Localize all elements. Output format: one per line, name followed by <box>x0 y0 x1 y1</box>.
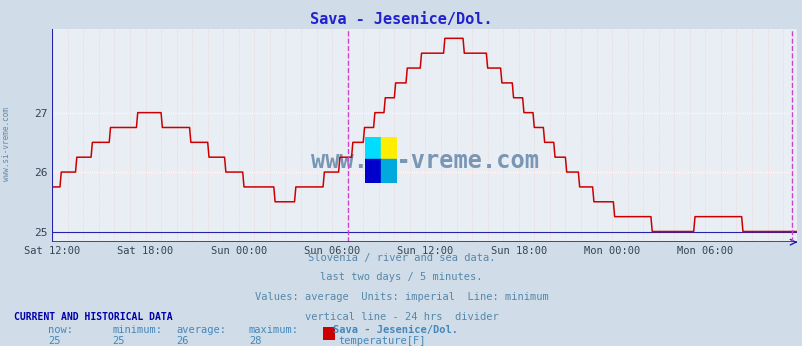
Text: www.si-vreme.com: www.si-vreme.com <box>310 149 538 173</box>
Text: vertical line - 24 hrs  divider: vertical line - 24 hrs divider <box>304 312 498 322</box>
Text: temperature[F]: temperature[F] <box>338 336 426 346</box>
Text: www.si-vreme.com: www.si-vreme.com <box>2 107 11 181</box>
Text: now:: now: <box>48 325 73 335</box>
Text: 26: 26 <box>176 336 189 346</box>
Text: Slovenia / river and sea data.: Slovenia / river and sea data. <box>307 253 495 263</box>
Text: last two days / 5 minutes.: last two days / 5 minutes. <box>320 272 482 282</box>
Text: CURRENT AND HISTORICAL DATA: CURRENT AND HISTORICAL DATA <box>14 312 173 322</box>
Text: maximum:: maximum: <box>249 325 298 335</box>
Text: 25: 25 <box>48 336 61 346</box>
Text: Sava - Jesenice/Dol.: Sava - Jesenice/Dol. <box>333 325 458 335</box>
Text: 25: 25 <box>112 336 125 346</box>
Text: minimum:: minimum: <box>112 325 162 335</box>
Text: Values: average  Units: imperial  Line: minimum: Values: average Units: imperial Line: mi… <box>254 292 548 302</box>
Text: 28: 28 <box>249 336 261 346</box>
Text: average:: average: <box>176 325 226 335</box>
Text: Sava - Jesenice/Dol.: Sava - Jesenice/Dol. <box>310 12 492 27</box>
